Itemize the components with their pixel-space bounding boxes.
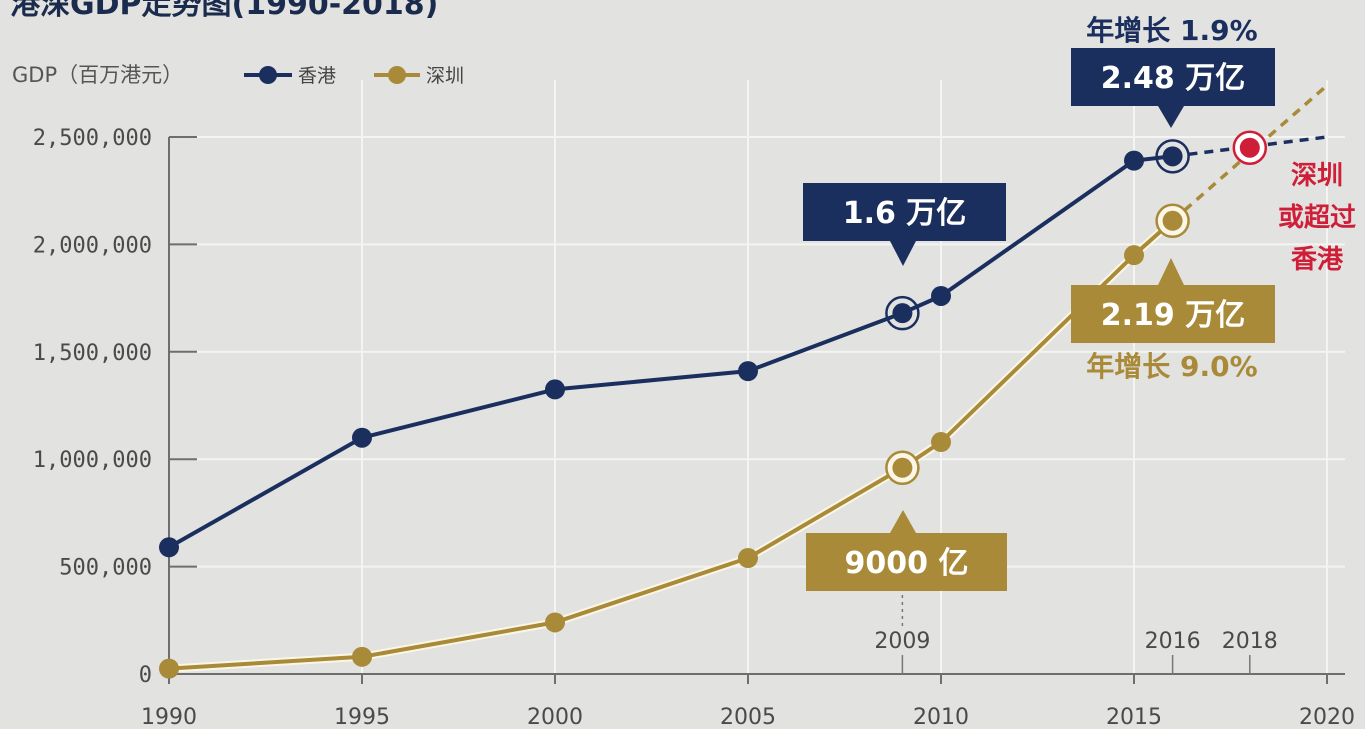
hk-growth-label: 年增长 1.9% bbox=[1086, 14, 1257, 47]
y-tick-label-0: 0 bbox=[139, 663, 152, 688]
callout-hk-2009: 1.6 万亿 bbox=[803, 183, 1006, 266]
y-tick-label-3: 1,500,000 bbox=[33, 341, 152, 366]
callout-sz-2009-label: 9000 亿 bbox=[845, 546, 969, 581]
callout-sz-2016-pointer bbox=[1158, 258, 1184, 285]
axis-layer: 0 500,000 1,000,000 1,500,000 2,000,000 2,500… bbox=[33, 126, 1355, 729]
x-tick-label-5: 2015 bbox=[1106, 705, 1162, 729]
series-0-point-2016 bbox=[1162, 146, 1183, 167]
x-tick-label-6: 2020 bbox=[1299, 705, 1355, 729]
x-tick-label-4: 2010 bbox=[913, 705, 969, 729]
y-tick-label-5: 2,500,000 bbox=[33, 126, 152, 151]
legend: 香港 深圳 bbox=[244, 65, 464, 87]
series-1-point-2016 bbox=[1162, 210, 1183, 231]
series-1-point-2015 bbox=[1124, 245, 1144, 266]
annotation-layer: 2009 2016 2018 1.6 万亿 2.48 万亿 9000 亿 2.19 万亿年增… bbox=[803, 14, 1356, 674]
callout-hk-2016: 2.48 万亿 bbox=[1071, 48, 1275, 128]
legend-sz-marker bbox=[388, 66, 406, 84]
series-0-ring-2016 bbox=[1155, 139, 1190, 174]
callout-hk-2009-label: 1.6 万亿 bbox=[843, 196, 967, 231]
callout-hk-2016-box bbox=[1071, 48, 1275, 106]
series-1-halo bbox=[168, 217, 1176, 673]
overtake-note-line-1: 或超过 bbox=[1278, 203, 1356, 233]
overtake-note-line-2: 香港 bbox=[1291, 245, 1344, 275]
callout-hk-2009-box bbox=[803, 183, 1006, 241]
y-tick-label-2: 1,000,000 bbox=[33, 448, 152, 473]
series-1-line bbox=[168, 219, 1174, 671]
series-0-projection bbox=[1172, 135, 1328, 159]
series-0-point-2009 bbox=[892, 303, 913, 324]
series-1-point-2010 bbox=[931, 432, 951, 453]
x-tick-label-3: 2005 bbox=[720, 705, 776, 729]
series-1-point-1995 bbox=[352, 646, 372, 667]
x-tick-label-0: 1990 bbox=[141, 705, 197, 729]
callout-hk-2009-pointer bbox=[890, 241, 916, 266]
callout-sz-2009-box bbox=[806, 533, 1007, 591]
series-1-point-2005 bbox=[738, 548, 758, 569]
series-0-point-1990 bbox=[159, 537, 179, 558]
overtake-note-line-0: 深圳 bbox=[1291, 161, 1343, 191]
callout-sz-2016: 2.19 万亿 bbox=[1071, 258, 1275, 343]
x-tick-label-2: 2000 bbox=[527, 705, 583, 729]
points-layer bbox=[159, 130, 1268, 679]
series-0-point-1995 bbox=[352, 427, 372, 448]
sz-growth-label: 年增长 9.0% bbox=[1086, 350, 1257, 383]
y-tick-label-4: 2,000,000 bbox=[33, 233, 152, 258]
x-tick-label-1: 1995 bbox=[334, 705, 390, 729]
series-0-line bbox=[168, 154, 1173, 550]
legend-hk-marker bbox=[259, 66, 277, 84]
chart-title: 港深GDP走势图(1990-2018) bbox=[10, 0, 438, 22]
callout-sz-2009: 9000 亿 bbox=[806, 510, 1007, 591]
series-0-ring-2009 bbox=[885, 295, 920, 331]
series-0-point-2010 bbox=[931, 285, 951, 306]
legend-sz-label: 深圳 bbox=[426, 65, 464, 87]
y-axis-label: GDP（百万港元） bbox=[12, 63, 183, 87]
year-mark-label-2018: 2018 bbox=[1222, 629, 1278, 654]
series-1-point-2000 bbox=[545, 612, 565, 633]
callout-sz-2009-pointer bbox=[890, 510, 916, 533]
callout-sz-2016-label: 2.19 万亿 bbox=[1101, 298, 1245, 333]
year-mark-label-2016: 2016 bbox=[1145, 629, 1201, 654]
callout-hk-2016-pointer bbox=[1158, 106, 1184, 128]
series-0-point-2000 bbox=[545, 379, 565, 400]
series-1-point-1990 bbox=[159, 658, 179, 679]
series-0-point-2015 bbox=[1124, 150, 1144, 171]
callout-hk-2016-label: 2.48 万亿 bbox=[1101, 61, 1245, 96]
crossover-point bbox=[1239, 137, 1260, 158]
callout-sz-2016-box bbox=[1071, 285, 1275, 343]
y-tick-label-1: 500,000 bbox=[59, 556, 152, 581]
year-mark-label-2009: 2009 bbox=[874, 629, 930, 654]
legend-hk-label: 香港 bbox=[298, 65, 336, 87]
series-1-point-2009 bbox=[892, 457, 913, 478]
series-0-point-2005 bbox=[738, 361, 758, 382]
grid-layer bbox=[169, 80, 1345, 674]
